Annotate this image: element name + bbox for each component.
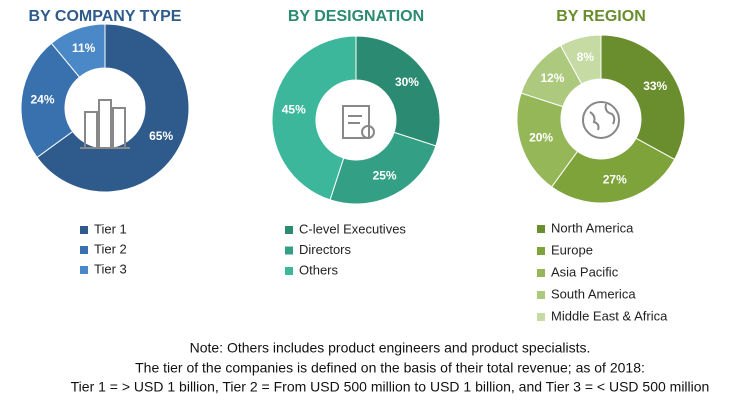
chart-title: BY DESIGNATION xyxy=(288,8,424,25)
donut-slice xyxy=(559,34,602,85)
slice-label: 30% xyxy=(395,75,419,89)
donut-slice xyxy=(271,35,357,201)
donut-slice xyxy=(36,23,190,193)
legend-label: South America xyxy=(551,286,636,301)
legend-label: Directors xyxy=(299,242,352,257)
legend-swatch xyxy=(285,226,293,234)
legend-label: Middle East & Africa xyxy=(551,308,668,323)
note: The tier of the companies is defined on … xyxy=(135,360,645,376)
slice-label: 20% xyxy=(529,131,553,145)
legend-label: Tier 2 xyxy=(94,241,127,256)
legend-swatch xyxy=(285,246,293,255)
chart-title: BY REGION xyxy=(556,8,646,25)
legend-swatch xyxy=(80,226,88,234)
center-icon xyxy=(80,99,620,149)
legend-swatch xyxy=(537,225,545,233)
slice-label: 12% xyxy=(540,71,564,85)
legend-label: C-level Executives xyxy=(299,221,406,236)
legend-swatch xyxy=(80,246,88,254)
slice-label: 45% xyxy=(282,102,306,116)
legend-swatch xyxy=(537,313,545,321)
slice-label: 11% xyxy=(72,41,96,55)
legend-swatch xyxy=(537,247,545,255)
legend-label: Tier 3 xyxy=(94,261,127,276)
donut-slice xyxy=(329,131,437,205)
legend-label: Asia Pacific xyxy=(551,264,619,279)
note: Tier 1 = > USD 1 billion, Tier 2 = From … xyxy=(71,379,710,395)
legend-swatch xyxy=(537,269,545,277)
donut-center xyxy=(67,70,143,146)
donut-slice xyxy=(550,137,676,204)
chart-title: BY COMPANY TYPE xyxy=(29,8,182,25)
legend-swatch xyxy=(285,267,293,275)
slice-label: 33% xyxy=(643,79,667,93)
donut-slice xyxy=(20,42,81,159)
note: Note: Others includes product engineers … xyxy=(190,340,591,356)
slice-label: 27% xyxy=(603,173,627,187)
slice-label: 24% xyxy=(30,92,54,106)
legend-label: North America xyxy=(551,220,634,235)
slice-label: 65% xyxy=(149,129,173,143)
donut-slice xyxy=(50,23,106,78)
legend-label: Tier 1 xyxy=(94,221,127,236)
donut-slice xyxy=(600,34,686,161)
donut-center xyxy=(563,81,639,157)
slice-label: 25% xyxy=(373,168,397,182)
legend-label: Others xyxy=(299,262,339,277)
donut-center xyxy=(318,82,394,158)
donut-slice xyxy=(355,35,441,147)
slice-label: 8% xyxy=(577,50,595,64)
legend-label: Europe xyxy=(551,242,593,257)
legend-swatch xyxy=(537,291,545,299)
legend-swatch xyxy=(80,266,88,274)
